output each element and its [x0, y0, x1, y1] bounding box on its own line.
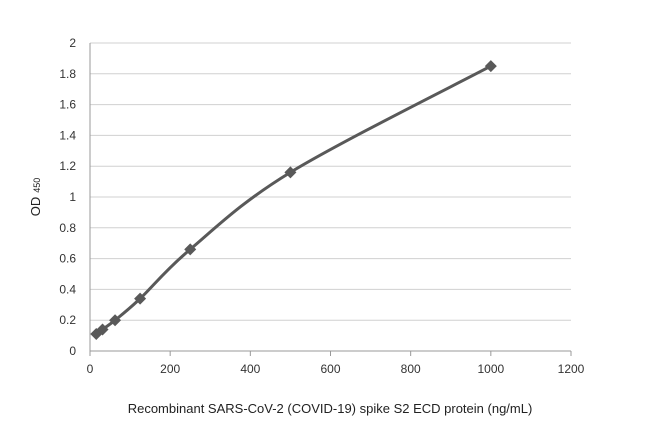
data-point: [184, 243, 197, 256]
y-tick-label: 1.2: [59, 159, 76, 173]
y-tick-label: 0: [69, 344, 76, 358]
y-tick-label: 0.6: [59, 252, 76, 266]
fit-curve: [95, 64, 492, 336]
x-tick-label: 400: [240, 362, 260, 376]
data-point: [109, 314, 122, 327]
y-tick-label: 1.8: [59, 67, 76, 81]
y-tick-label: 0.2: [59, 313, 76, 327]
x-tick-label: 200: [160, 362, 180, 376]
y-axis-label: OD450: [28, 178, 43, 217]
data-point: [484, 60, 497, 73]
y-tick-label: 1: [69, 190, 76, 204]
x-tick-label: 1000: [477, 362, 504, 376]
x-axis-label: Recombinant SARS-CoV-2 (COVID-19) spike …: [128, 401, 533, 416]
y-axis-label-subscript: 450: [32, 178, 42, 193]
y-tick-label: 0.8: [59, 221, 76, 235]
x-tick-label: 800: [401, 362, 421, 376]
y-tick-label: 0.4: [59, 282, 76, 296]
data-point: [284, 166, 297, 179]
x-tick-label: 0: [87, 362, 94, 376]
x-tick-label: 1200: [558, 362, 585, 376]
y-tick-label: 1.6: [59, 98, 76, 112]
data-point: [134, 292, 147, 305]
y-tick-label: 2: [69, 36, 76, 50]
x-tick-label: 600: [320, 362, 340, 376]
y-tick-label: 1.4: [59, 128, 76, 142]
data-point: [96, 323, 109, 336]
